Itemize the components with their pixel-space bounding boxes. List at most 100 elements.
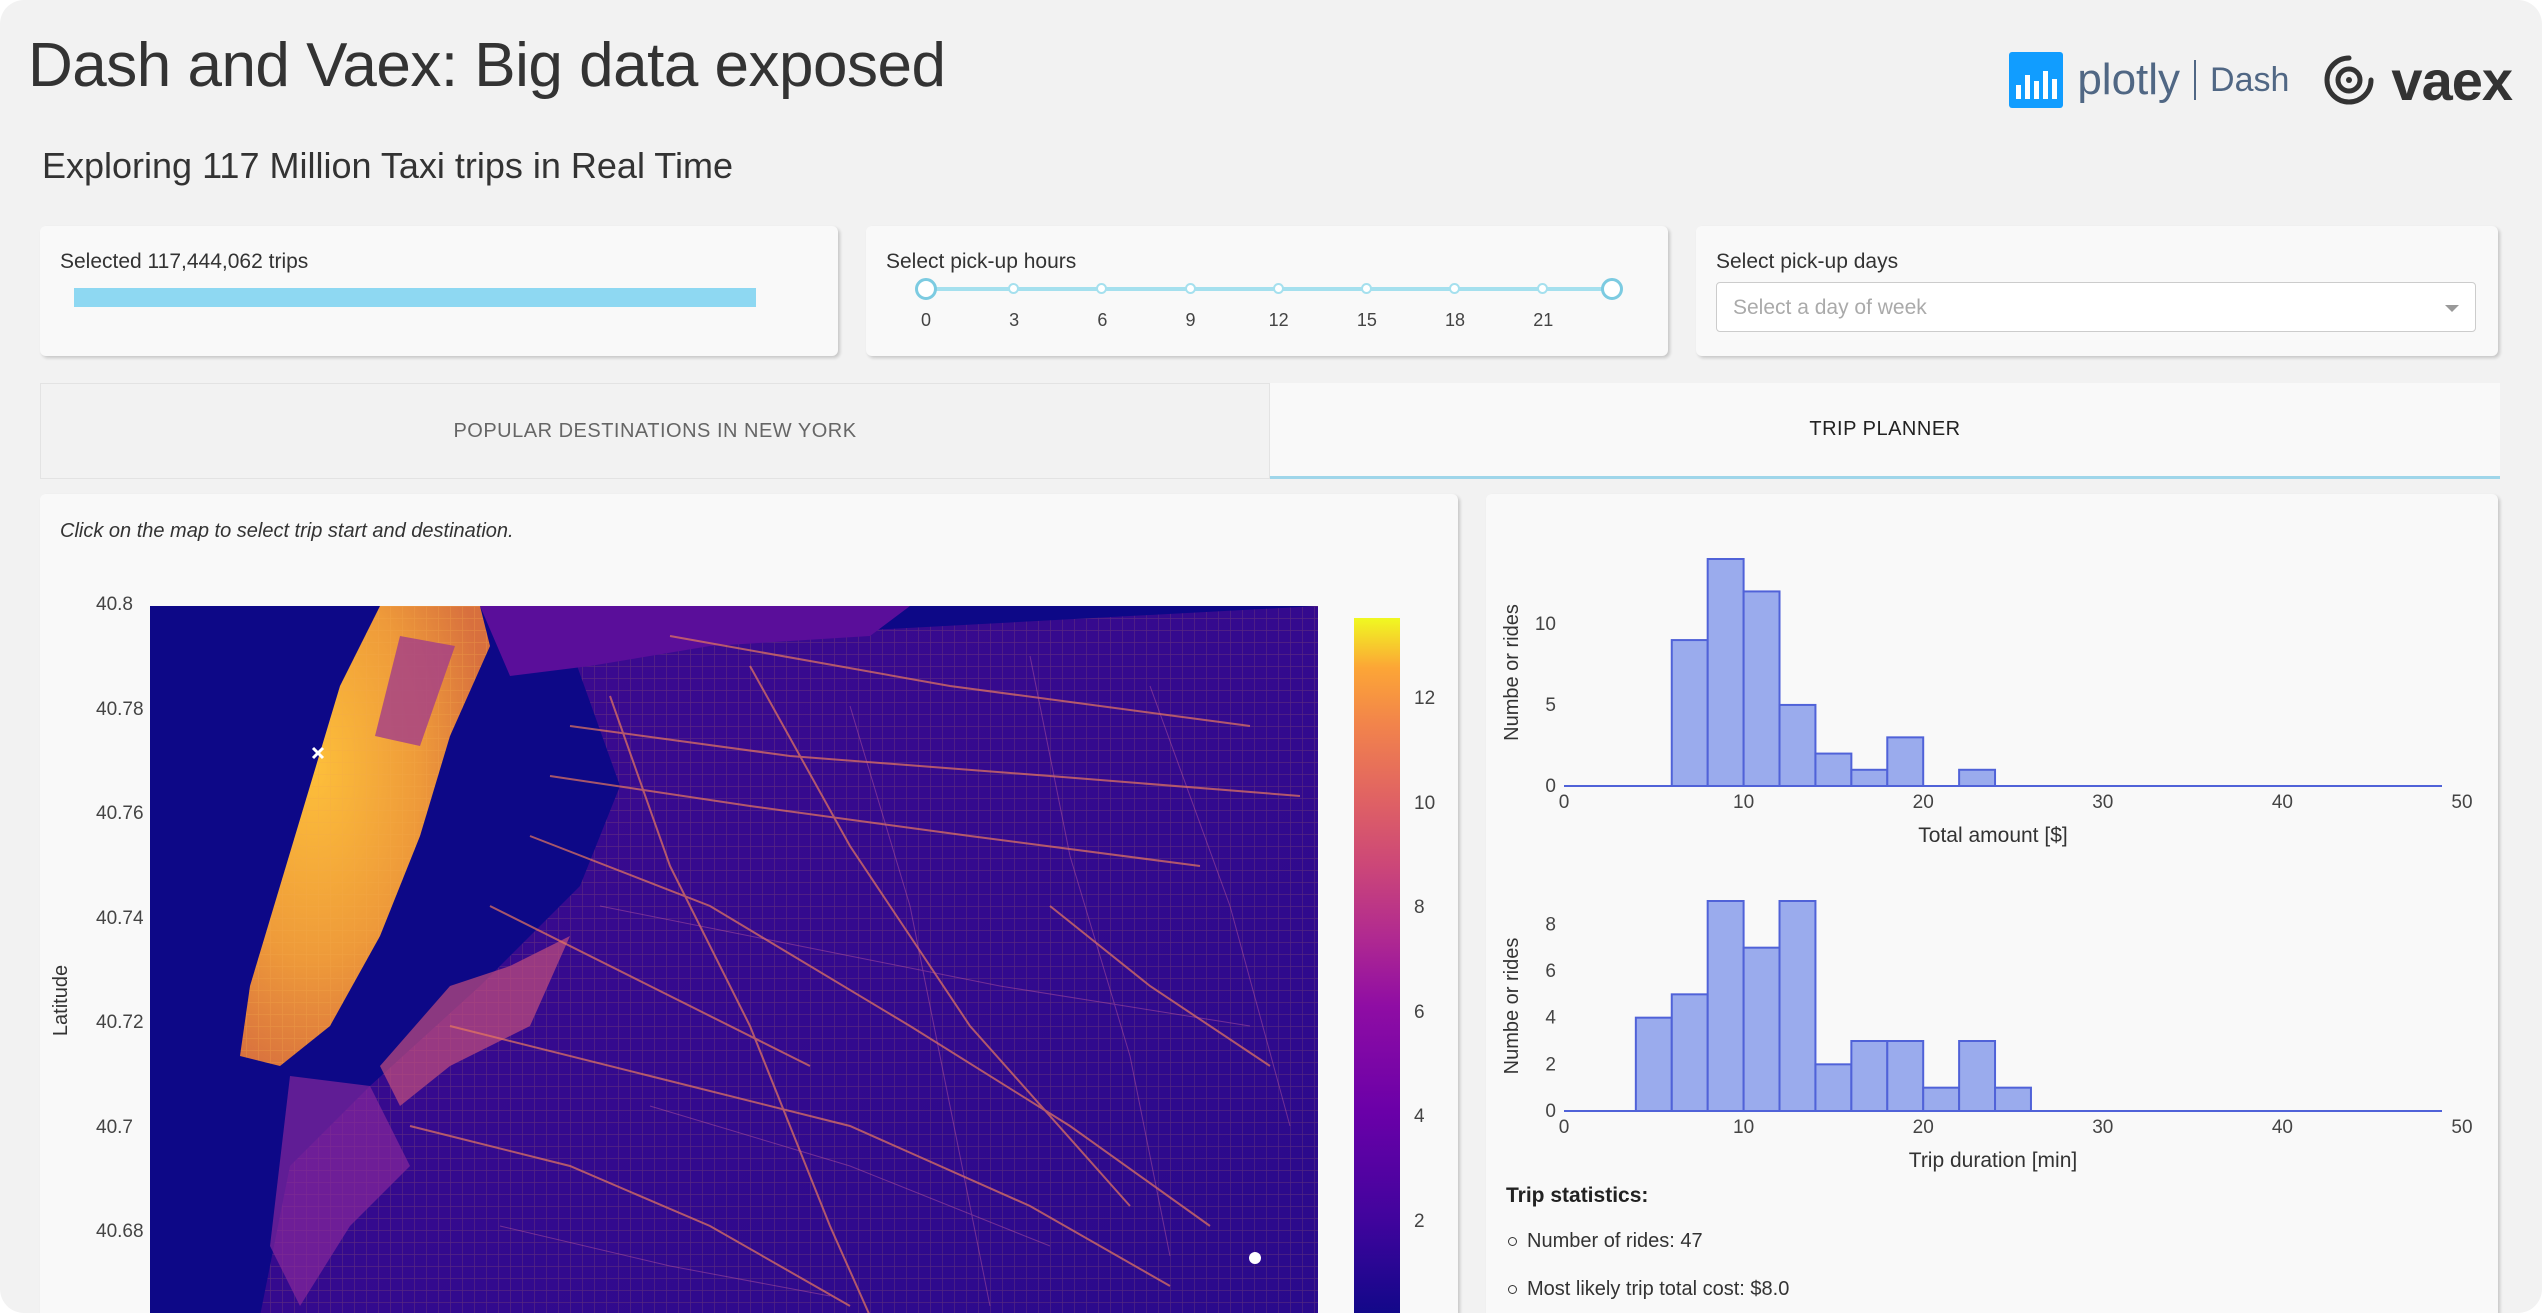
histogram-bar[interactable] (1994, 1086, 2032, 1113)
pickup-hours-label: Select pick-up hours (886, 250, 1077, 273)
pickup-hours-card: Select pick-up hours 0 3 6 9 12 15 18 21 (866, 226, 1668, 356)
map-y-axis-title: Latitude (50, 964, 73, 1037)
hours-slider-mark[interactable] (1449, 283, 1461, 294)
colorbar-tick-label: 12 (1414, 688, 1436, 709)
hours-slider-mark[interactable] (1096, 283, 1108, 294)
downtown-brooklyn (380, 936, 570, 1106)
histogram-bar[interactable] (1742, 590, 1781, 787)
hours-slider-track[interactable] (922, 287, 1608, 291)
map-y-tick-label: 40.8 (96, 594, 133, 615)
map-y-tick-label: 40.74 (96, 907, 144, 929)
total-amount-histogram[interactable]: 0 10 20 30 40 50 0 5 10 Total amount [$] Numbe or … (1486, 494, 2498, 854)
histogram-bar[interactable] (1670, 993, 1709, 1112)
histogram-bar[interactable] (1634, 1016, 1673, 1113)
x-tick-label: 40 (2272, 1117, 2293, 1138)
x-tick-label: 50 (2451, 1117, 2472, 1138)
hours-slider-tick-label: 12 (1268, 310, 1289, 330)
stat-likely-cost: Most likely trip total cost: $8.0 (1508, 1278, 1789, 1301)
map-y-tick-label: 40.68 (96, 1221, 144, 1242)
hours-slider-mark[interactable] (1184, 283, 1196, 294)
dropdown-placeholder: Select a day of week (1733, 296, 1927, 319)
y-tick-label: 0 (1545, 776, 1556, 797)
selected-trips-card: Selected 117,444,062 trips (40, 226, 838, 356)
vaex-logo-text: vaex (2391, 48, 2513, 112)
hours-slider-mark[interactable] (1537, 283, 1549, 294)
stat-text: Most likely trip total cost: $8.0 (1527, 1278, 1790, 1300)
tab-trip-planner[interactable]: TRIP PLANNER (1270, 383, 2500, 479)
histogram-bar[interactable] (1778, 703, 1817, 787)
page-subtitle: Exploring 117 Million Taxi trips in Real… (42, 145, 733, 186)
selected-trips-label: Selected 117,444,062 trips (60, 250, 309, 273)
stat-text: Number of rides: 47 (1527, 1230, 1703, 1252)
histogram-bar[interactable] (1670, 639, 1709, 787)
histogram-bar[interactable] (1958, 1040, 1997, 1112)
tab-popular-destinations[interactable]: POPULAR DESTINATIONS IN NEW YORK (40, 383, 1270, 479)
histogram-card: 0 10 20 30 40 50 0 5 10 Total amount [$] Numbe or … (1486, 494, 2498, 1313)
map-y-tick-label: 40.76 (96, 803, 144, 824)
x-tick-label: 20 (1913, 1117, 1934, 1138)
hours-slider-tick-label: 18 (1445, 310, 1466, 330)
colorbar-tick-label: 4 (1414, 1106, 1425, 1127)
histogram-bar[interactable] (1742, 946, 1781, 1112)
map-y-tick-label: 40.72 (96, 1012, 144, 1033)
x-axis-title: Total amount [$] (1918, 824, 2067, 847)
stat-number-of-rides: Number of rides: 47 (1508, 1230, 1703, 1253)
y-axis-title: Numbe or rides (1501, 604, 1523, 741)
vaex-logo-icon (2324, 55, 2374, 105)
colorbar-tick-label: 2 (1414, 1210, 1425, 1232)
x-tick-label: 30 (2092, 792, 2113, 813)
hours-slider-mark[interactable] (1008, 283, 1020, 294)
histogram-bar[interactable] (1958, 768, 1997, 787)
x-tick-label: 40 (2272, 792, 2293, 813)
x-tick-label: 0 (1559, 792, 1570, 813)
logo-divider (2194, 60, 2197, 100)
hours-slider-mark[interactable] (1360, 283, 1372, 294)
histogram-bar[interactable] (1922, 1086, 1961, 1113)
y-tick-label: 0 (1545, 1101, 1556, 1122)
colorbar (1354, 618, 1400, 1313)
pickup-days-label: Select pick-up days (1716, 250, 1899, 273)
map-y-tick-label: 40.7 (96, 1116, 133, 1138)
hours-slider-handle-end[interactable] (1601, 278, 1623, 300)
trip-start-marker[interactable] (311, 746, 325, 760)
hours-slider-handle-start[interactable] (915, 278, 937, 300)
colorbar-tick-label: 8 (1414, 897, 1425, 918)
histogram-bar[interactable] (1886, 1040, 1925, 1112)
selected-trips-bar (74, 288, 756, 307)
histogram-bar[interactable] (1706, 558, 1745, 787)
bullet-icon (1508, 1285, 1517, 1294)
page-title: Dash and Vaex: Big data exposed (28, 31, 946, 100)
histogram-bar[interactable] (1778, 900, 1817, 1112)
map-card: Click on the map to select trip start an… (40, 494, 1458, 1313)
plotly-logo-icon (2009, 52, 2064, 108)
taxi-heatmap[interactable] (150, 606, 1318, 1313)
hours-slider-tick-label: 15 (1356, 310, 1377, 330)
trip-destination-marker[interactable] (1249, 1252, 1261, 1264)
dash-logo-text: Dash (2210, 60, 2290, 99)
histogram-bar[interactable] (1850, 768, 1889, 787)
trip-duration-histogram[interactable]: 0 10 20 30 40 50 0 2 4 6 8 Trip duration [min] Numbe… (1486, 834, 2498, 1184)
histogram-bar[interactable] (1886, 736, 1925, 788)
histogram-bar[interactable] (1814, 1063, 1853, 1112)
x-tick-label: 20 (1913, 792, 1934, 813)
x-tick-label: 30 (2092, 1117, 2113, 1138)
central-park (375, 636, 455, 746)
map-hint: Click on the map to select trip start an… (60, 520, 514, 542)
histogram-bar[interactable] (1706, 900, 1745, 1112)
histogram-bar[interactable] (1814, 752, 1853, 788)
y-tick-label: 6 (1545, 961, 1556, 982)
hours-slider-tick-label: 6 (1097, 310, 1108, 330)
bullet-icon (1508, 1237, 1517, 1246)
pickup-days-dropdown[interactable]: Select a day of week (1716, 282, 2476, 332)
map-y-tick-label: 40.78 (96, 698, 144, 720)
road-network (409, 635, 1301, 1313)
chevron-down-icon[interactable] (2445, 305, 2459, 312)
y-tick-label: 8 (1545, 914, 1556, 935)
x-tick-label: 0 (1559, 1117, 1570, 1138)
logo-group: plotly Dash vaex (2009, 48, 2513, 112)
histogram-bar[interactable] (1850, 1040, 1889, 1112)
hours-slider-mark[interactable] (1272, 283, 1284, 294)
x-tick-label: 10 (1733, 1117, 1754, 1138)
pickup-days-card: Select pick-up days Select a day of week (1696, 226, 2498, 356)
